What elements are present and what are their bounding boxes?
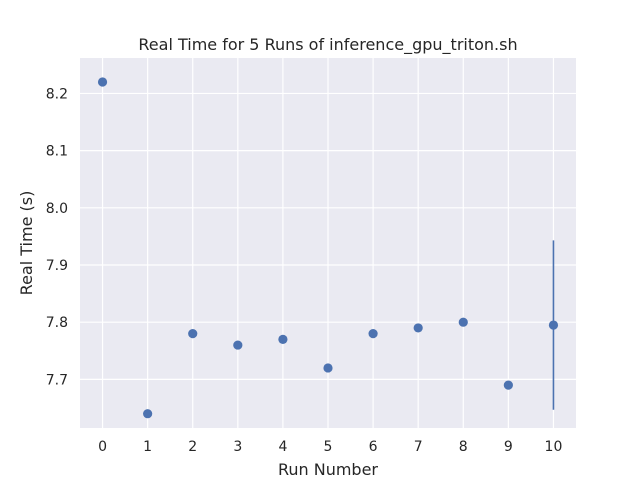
data-point [458, 317, 468, 327]
x-tick-label: 8 [459, 439, 468, 455]
y-tick-label: 8.1 [46, 144, 68, 160]
data-point [368, 329, 378, 339]
data-point [548, 320, 559, 330]
y-tick-label: 7.8 [46, 315, 68, 331]
x-tick-label: 0 [98, 439, 107, 455]
x-tick-label: 5 [324, 439, 333, 455]
x-tick-labels: 0 1 2 3 4 5 6 7 8 9 10 [98, 439, 562, 455]
x-tick-label: 2 [188, 439, 197, 455]
x-tick-label: 7 [414, 439, 423, 455]
x-tick-label: 6 [369, 439, 378, 455]
y-axis-label: Real Time (s) [17, 191, 36, 296]
x-tick-label: 9 [504, 439, 513, 455]
x-axis-label: Run Number [278, 460, 378, 479]
data-point [233, 340, 243, 350]
data-point [503, 380, 513, 390]
data-points [97, 77, 559, 419]
chart-title: Real Time for 5 Runs of inference_gpu_tr… [138, 35, 517, 55]
y-tick-label: 8.0 [46, 201, 68, 217]
data-point [188, 329, 198, 339]
y-tick-label: 8.2 [46, 86, 68, 102]
y-gridlines [80, 92, 576, 380]
x-tick-label: 4 [278, 439, 287, 455]
data-point [323, 363, 333, 373]
y-tick-label: 7.9 [46, 258, 68, 274]
x-tick-label: 10 [545, 439, 563, 455]
x-tick-label: 3 [233, 439, 242, 455]
y-tick-label: 7.7 [46, 372, 68, 388]
y-tick-labels: 7.7 7.8 7.9 8.0 8.1 8.2 [46, 86, 68, 388]
data-point [97, 77, 108, 87]
data-point [278, 334, 288, 344]
data-point [143, 409, 153, 419]
data-point [413, 323, 423, 333]
x-tick-label: 1 [143, 439, 152, 455]
